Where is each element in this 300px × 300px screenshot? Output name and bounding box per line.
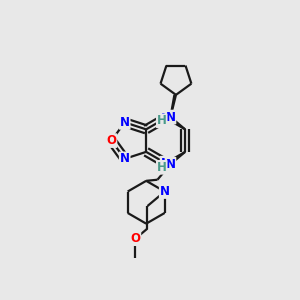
Text: N: N: [160, 112, 171, 124]
Text: H: H: [157, 161, 167, 174]
Text: N: N: [120, 116, 130, 129]
Text: N: N: [160, 185, 170, 198]
Text: H: H: [157, 114, 167, 127]
Text: N: N: [166, 110, 176, 124]
Text: N: N: [160, 157, 171, 169]
Text: O: O: [130, 232, 140, 245]
Text: N: N: [166, 158, 176, 171]
Text: O: O: [106, 134, 116, 147]
Text: N: N: [120, 152, 130, 165]
